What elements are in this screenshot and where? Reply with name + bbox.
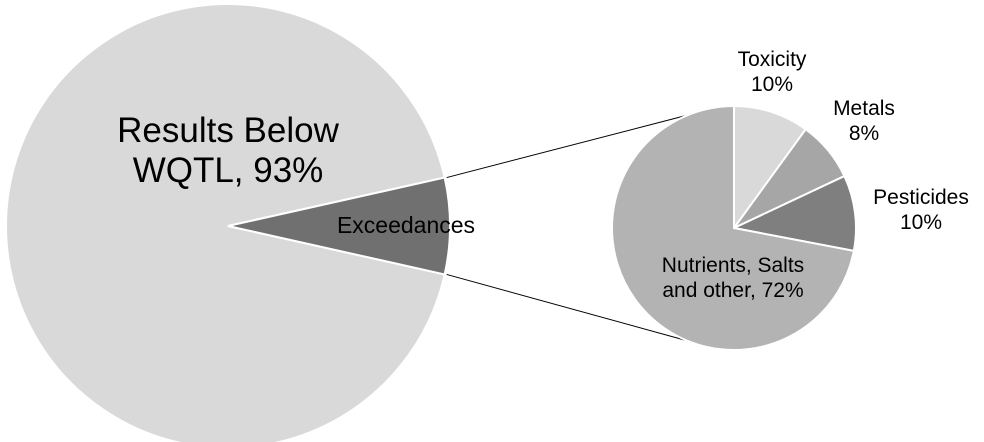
label-metals: Metals 8% — [833, 97, 895, 145]
label-toxicity: Toxicity 10% — [738, 48, 807, 96]
label-results-below-wqtl: Results Below WQTL, 93% — [117, 111, 339, 190]
exceedances-breakdown-pie — [611, 104, 857, 351]
label-nutrients-salts-and-other: Nutrients, Salts and other, 72% — [662, 254, 804, 302]
label-pesticides: Pesticides 10% — [873, 186, 969, 234]
slice-nutrients-salts-and-other — [611, 104, 856, 351]
connector-line-top — [446, 114, 689, 179]
slice-toxicity — [733, 104, 808, 232]
slice-results-below-wqtl — [5, 3, 446, 442]
connector-line-bottom — [446, 273, 689, 342]
main-pie — [5, 3, 451, 442]
slice-labels: Results Below WQTL, 93% Exceedances Toxicit… — [117, 48, 969, 302]
connector-lines — [446, 114, 689, 342]
label-exceedances: Exceedances — [337, 212, 475, 238]
slice-exceedances — [227, 176, 451, 276]
slice-pesticides — [730, 174, 857, 253]
